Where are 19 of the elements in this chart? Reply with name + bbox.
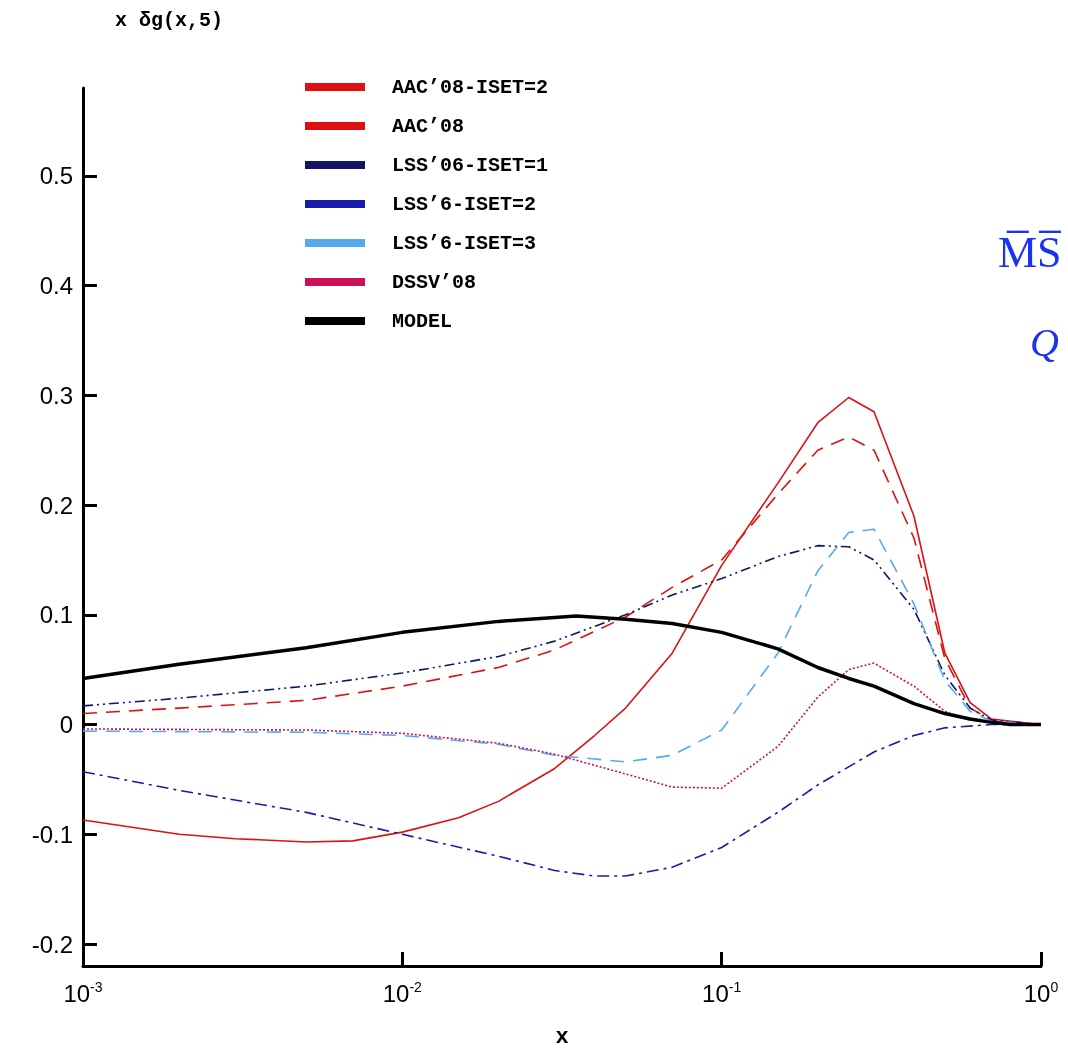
y-tick-label: 0.3 <box>39 381 73 409</box>
y-tick-label: 0 <box>59 711 73 739</box>
y-tick-label: 0.5 <box>39 162 73 190</box>
legend-label: LSS’6-ISET=3 <box>392 231 537 255</box>
y-tick-label: 0.4 <box>39 272 73 300</box>
legend-label: DSSV’08 <box>392 270 477 294</box>
legend-label: AAC’08 <box>392 114 465 138</box>
legend-label: LSS’06-ISET=1 <box>392 153 549 177</box>
y-tick-label: -0.2 <box>31 930 73 958</box>
y-tick-label: 0.2 <box>39 491 73 519</box>
legend-label: MODEL <box>392 309 453 333</box>
y-tick-label: -0.1 <box>31 820 73 848</box>
x-axis-title: x <box>555 1024 569 1050</box>
annotation: Q <box>1030 319 1059 365</box>
legend-label: LSS’6-ISET=2 <box>392 192 537 216</box>
y-tick-label: 0.1 <box>39 601 73 629</box>
y-axis-title: x δg(x,5) <box>115 8 224 32</box>
annotation: M̅S̅ <box>998 227 1062 277</box>
legend-label: AAC’08-ISET=2 <box>392 75 549 99</box>
